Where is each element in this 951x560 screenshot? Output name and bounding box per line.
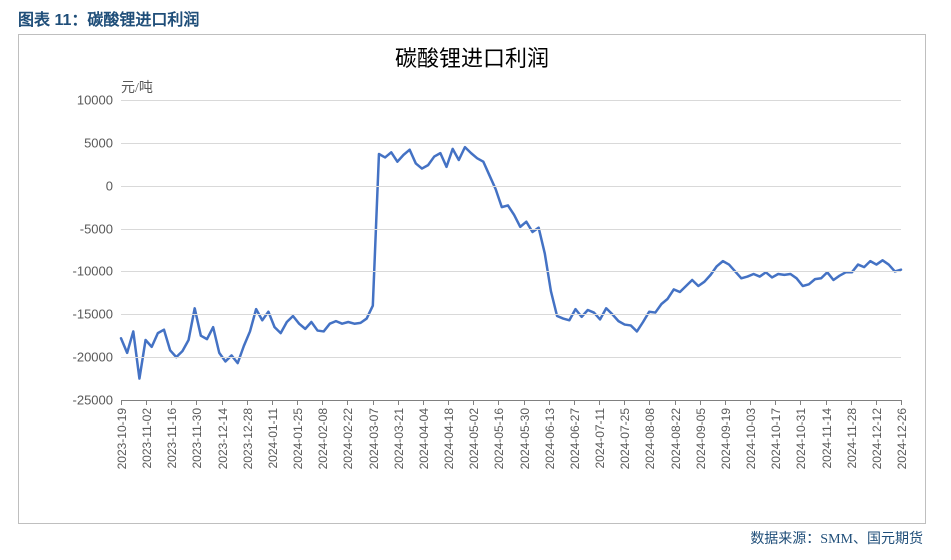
x-tick [649, 400, 650, 405]
x-tick-label: 2024-01-25 [291, 408, 305, 469]
x-tick [498, 400, 499, 405]
y-tick-label: -15000 [33, 307, 113, 322]
x-tick [297, 400, 298, 405]
x-tick [171, 400, 172, 405]
x-tick-label: 2024-12-12 [870, 408, 884, 469]
x-tick-label: 2023-11-30 [190, 408, 204, 469]
x-tick [826, 400, 827, 405]
x-tick-label: 2024-04-04 [417, 408, 431, 469]
x-tick [901, 400, 902, 405]
x-tick [524, 400, 525, 405]
x-tick-label: 2024-03-21 [392, 408, 406, 469]
x-tick [222, 400, 223, 405]
x-tick-label: 2024-09-05 [694, 408, 708, 469]
y-tick-label: 10000 [33, 93, 113, 108]
chart-container: 碳酸锂进口利润 元/吨 -25000 -20000 -15000 -10000 -500… [18, 34, 926, 524]
x-tick-label: 2024-12-26 [895, 408, 909, 469]
x-tick-label: 2024-11-28 [845, 408, 859, 469]
chart-title: 碳酸锂进口利润 [19, 41, 925, 73]
gridline [121, 229, 901, 230]
x-tick [196, 400, 197, 405]
x-tick [700, 400, 701, 405]
x-tick-label: 2024-08-22 [669, 408, 683, 469]
x-tick-label: 2023-12-14 [216, 408, 230, 469]
x-tick [750, 400, 751, 405]
x-tick [473, 400, 474, 405]
x-tick-label: 2024-10-31 [794, 408, 808, 469]
y-tick-label: -5000 [33, 221, 113, 236]
x-tick-label: 2024-02-08 [316, 408, 330, 469]
y-tick-label: 5000 [33, 135, 113, 150]
x-tick-label: 2024-06-27 [568, 408, 582, 469]
line-series-svg [121, 100, 901, 400]
x-tick [574, 400, 575, 405]
gridline [121, 100, 901, 101]
y-tick-label: 0 [33, 178, 113, 193]
x-tick [599, 400, 600, 405]
data-source-label: 数据来源：SMM、国元期货 [0, 524, 951, 548]
line-series [121, 147, 901, 378]
x-tick-label: 2024-03-07 [367, 408, 381, 469]
x-tick [549, 400, 550, 405]
x-tick-label: 2024-08-08 [643, 408, 657, 469]
x-tick [146, 400, 147, 405]
x-tick-label: 2024-10-03 [744, 408, 758, 469]
x-tick [121, 400, 122, 405]
x-tick [373, 400, 374, 405]
x-tick-label: 2024-05-02 [467, 408, 481, 469]
x-tick-label: 2024-04-18 [442, 408, 456, 469]
gridline [121, 271, 901, 272]
x-tick-label: 2024-06-13 [543, 408, 557, 469]
y-tick-label: -25000 [33, 393, 113, 408]
x-axis-line [121, 400, 901, 401]
x-tick [347, 400, 348, 405]
x-tick [247, 400, 248, 405]
x-tick-label: 2024-11-14 [820, 408, 834, 469]
x-tick [876, 400, 877, 405]
x-tick-label: 2024-07-25 [618, 408, 632, 469]
x-tick-label: 2023-11-02 [140, 408, 154, 469]
y-axis-unit-label: 元/吨 [121, 77, 153, 97]
gridline [121, 186, 901, 187]
x-tick [775, 400, 776, 405]
x-tick-label: 2024-10-17 [769, 408, 783, 469]
x-tick [624, 400, 625, 405]
x-tick [851, 400, 852, 405]
x-tick-label: 2024-02-22 [341, 408, 355, 469]
x-tick [423, 400, 424, 405]
gridline [121, 143, 901, 144]
x-tick-label: 2024-01-11 [266, 408, 280, 469]
plot-area [121, 100, 901, 400]
x-tick-label: 2024-07-11 [593, 408, 607, 469]
x-tick-label: 2023-10-19 [115, 408, 129, 469]
x-tick-label: 2024-05-30 [518, 408, 532, 469]
x-tick-label: 2024-05-16 [492, 408, 506, 469]
x-tick [675, 400, 676, 405]
gridline [121, 357, 901, 358]
x-tick-label: 2023-12-28 [241, 408, 255, 469]
x-tick [448, 400, 449, 405]
x-tick [398, 400, 399, 405]
x-tick [322, 400, 323, 405]
x-tick-label: 2024-09-19 [719, 408, 733, 469]
x-tick [272, 400, 273, 405]
gridline [121, 314, 901, 315]
x-tick [725, 400, 726, 405]
y-tick-label: -10000 [33, 264, 113, 279]
figure-caption: 图表 11：碳酸锂进口利润 [0, 0, 951, 32]
x-tick [800, 400, 801, 405]
x-tick-label: 2023-11-16 [165, 408, 179, 469]
y-tick-label: -20000 [33, 350, 113, 365]
